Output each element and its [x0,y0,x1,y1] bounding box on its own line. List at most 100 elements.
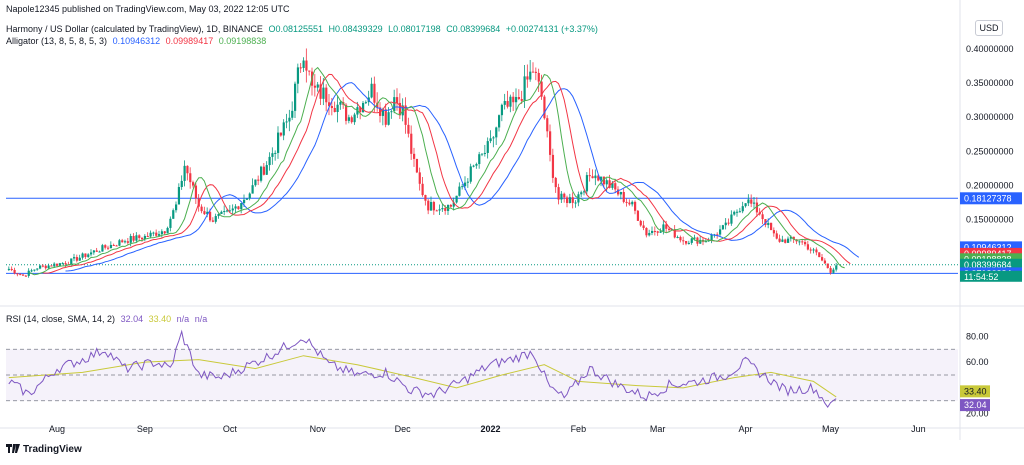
candle-body [56,263,59,266]
candle-body [588,175,591,177]
alligator-teeth-value: 0.09989417 [165,36,214,46]
candle-body [628,202,631,205]
candle-body [651,230,654,233]
candle-body [512,96,515,103]
candle-body [24,275,28,277]
candle-body [464,182,467,187]
candle-body [19,274,22,276]
candle-body [469,166,472,182]
candle-body [736,211,739,213]
candle-body [750,199,753,204]
time-tick-label: Aug [49,424,65,434]
candle-body [829,268,832,273]
currency-button[interactable]: USD [975,20,1003,36]
candle-body [744,203,747,207]
candle-body [228,210,232,212]
tradingview-brand[interactable]: TradingView [6,444,82,455]
high-value: H0.08439329 [328,24,383,34]
candle-body [438,209,441,211]
candle-body [288,117,291,122]
candle-body [721,225,725,230]
candle-body [118,240,121,246]
candle-body [415,158,419,173]
candle-body [333,107,336,112]
candle-body [217,214,220,217]
candle-body [302,60,305,69]
candle-body [653,230,657,232]
tradingview-logo-icon [6,444,20,453]
candle-body [806,244,810,250]
candle-body [390,111,393,113]
candle-body [370,83,373,98]
candle-body [345,104,348,121]
candle-body [557,187,560,200]
candle-body [818,252,821,258]
candle-body [764,219,767,226]
rsi-lower-na: n/a [194,314,208,324]
candle-body [687,242,691,244]
countdown-label: 11:54:52 [964,272,998,282]
candle-body [755,202,759,213]
candle-body [571,197,574,203]
candle-body [138,235,141,238]
candle-body [141,237,144,240]
candle-body [254,179,257,186]
time-tick-label: Mar [650,424,666,434]
candle-body [107,247,110,249]
candle-body [396,97,399,103]
candle-body [214,216,217,222]
candle-body [444,208,447,211]
candle-body [183,165,186,181]
candle-body [792,236,795,240]
candle-body [223,210,226,212]
candle-body [257,179,260,181]
candle-body [39,265,42,269]
candle-body [483,152,487,154]
candle-body [801,241,804,243]
price-tick-label: 0.30000000 [966,112,1014,122]
candle-body [704,241,708,243]
candle-body [206,211,209,215]
candle-body [537,72,540,82]
rsi-axis-label-bg [960,399,990,412]
candle-body [209,211,212,221]
candle-body [277,132,280,153]
candle-body [359,107,362,113]
rsi-legend: RSI (14, close, SMA, 14, 2) 32.04 33.40 … [6,314,210,324]
candle-body [404,105,407,125]
candle-body [274,152,277,154]
candle-body [461,186,464,188]
candle-body [821,257,824,261]
candle-body [180,180,183,188]
candle-body [495,127,498,138]
candle-body [427,200,430,211]
candle-body [262,166,266,175]
candle-body [523,76,526,101]
candle-body [832,269,835,273]
time-tick-label: 2022 [480,424,500,434]
candle-body [798,241,801,243]
candle-body [393,97,396,112]
candle-body [84,253,87,257]
candle-body [152,232,155,234]
candle-body [458,186,461,196]
candle-body [668,228,671,230]
candle-body [353,114,356,123]
candle-body [823,260,827,264]
rsi-axis-label: 33.40 [964,386,987,396]
symbol-title: Harmony / US Dollar (calculated by Tradi… [6,24,263,34]
candle-body [200,206,203,212]
candle-body [95,250,98,252]
candle-body [339,102,342,105]
candle-body [611,183,614,188]
candle-body [129,236,132,243]
candle-body [724,222,727,226]
price-tick-label: 0.15000000 [966,215,1014,225]
candle-body [163,231,166,234]
candle-body [36,268,39,270]
candle-body [551,154,555,178]
candle-body [410,133,413,154]
candle-body [192,182,195,186]
